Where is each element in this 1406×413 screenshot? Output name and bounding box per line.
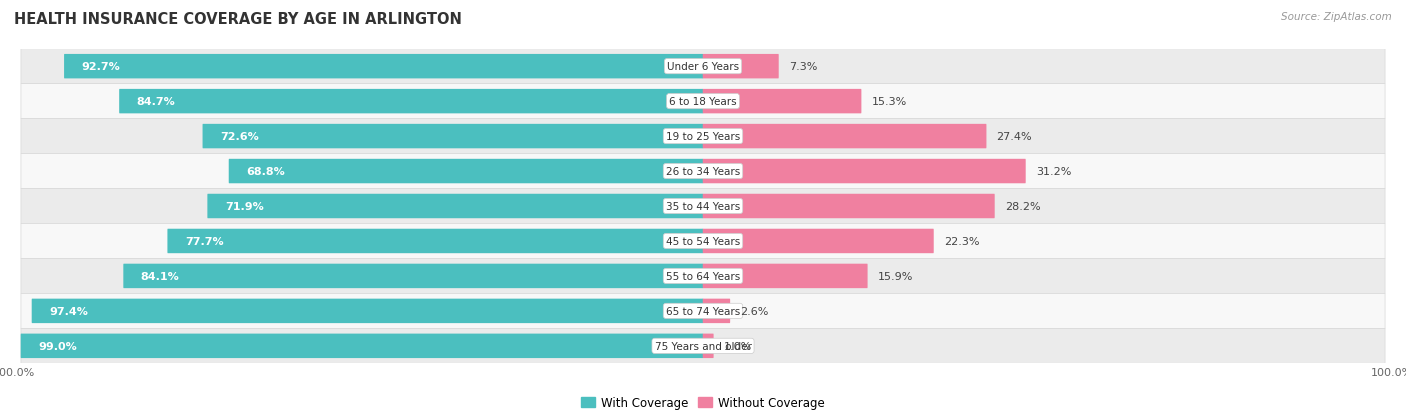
Text: 15.9%: 15.9% xyxy=(877,271,912,281)
Text: 84.1%: 84.1% xyxy=(141,271,180,281)
FancyBboxPatch shape xyxy=(65,55,703,79)
FancyBboxPatch shape xyxy=(703,264,868,288)
FancyBboxPatch shape xyxy=(703,159,1026,184)
Text: 84.7%: 84.7% xyxy=(136,97,176,107)
FancyBboxPatch shape xyxy=(21,329,1385,363)
Text: 75 Years and older: 75 Years and older xyxy=(655,341,751,351)
FancyBboxPatch shape xyxy=(703,90,862,114)
Text: 26 to 34 Years: 26 to 34 Years xyxy=(666,166,740,177)
Text: Source: ZipAtlas.com: Source: ZipAtlas.com xyxy=(1281,12,1392,22)
FancyBboxPatch shape xyxy=(703,299,730,323)
FancyBboxPatch shape xyxy=(167,229,703,254)
Text: 1.0%: 1.0% xyxy=(724,341,752,351)
Text: 45 to 54 Years: 45 to 54 Years xyxy=(666,236,740,247)
Text: 68.8%: 68.8% xyxy=(246,166,285,177)
FancyBboxPatch shape xyxy=(21,84,1385,119)
FancyBboxPatch shape xyxy=(703,194,994,219)
FancyBboxPatch shape xyxy=(703,334,714,358)
FancyBboxPatch shape xyxy=(21,50,1385,84)
Text: 72.6%: 72.6% xyxy=(221,132,259,142)
FancyBboxPatch shape xyxy=(32,299,703,323)
FancyBboxPatch shape xyxy=(21,294,1385,329)
FancyBboxPatch shape xyxy=(202,125,703,149)
FancyBboxPatch shape xyxy=(21,154,1385,189)
Text: 27.4%: 27.4% xyxy=(997,132,1032,142)
Text: 6 to 18 Years: 6 to 18 Years xyxy=(669,97,737,107)
FancyBboxPatch shape xyxy=(21,224,1385,259)
FancyBboxPatch shape xyxy=(124,264,703,288)
Text: 77.7%: 77.7% xyxy=(186,236,224,247)
Text: 65 to 74 Years: 65 to 74 Years xyxy=(666,306,740,316)
Text: 71.9%: 71.9% xyxy=(225,202,264,211)
Legend: With Coverage, Without Coverage: With Coverage, Without Coverage xyxy=(576,392,830,413)
FancyBboxPatch shape xyxy=(703,125,987,149)
Text: 19 to 25 Years: 19 to 25 Years xyxy=(666,132,740,142)
Text: 7.3%: 7.3% xyxy=(789,62,817,72)
FancyBboxPatch shape xyxy=(703,55,779,79)
Text: 55 to 64 Years: 55 to 64 Years xyxy=(666,271,740,281)
FancyBboxPatch shape xyxy=(21,119,1385,154)
FancyBboxPatch shape xyxy=(703,229,934,254)
FancyBboxPatch shape xyxy=(21,334,703,358)
Text: 92.7%: 92.7% xyxy=(82,62,121,72)
Text: 35 to 44 Years: 35 to 44 Years xyxy=(666,202,740,211)
FancyBboxPatch shape xyxy=(120,90,703,114)
FancyBboxPatch shape xyxy=(21,259,1385,294)
Text: HEALTH INSURANCE COVERAGE BY AGE IN ARLINGTON: HEALTH INSURANCE COVERAGE BY AGE IN ARLI… xyxy=(14,12,463,27)
Text: 2.6%: 2.6% xyxy=(740,306,769,316)
Text: Under 6 Years: Under 6 Years xyxy=(666,62,740,72)
Text: 99.0%: 99.0% xyxy=(38,341,77,351)
Text: 31.2%: 31.2% xyxy=(1036,166,1071,177)
FancyBboxPatch shape xyxy=(229,159,703,184)
Text: 22.3%: 22.3% xyxy=(943,236,980,247)
Text: 15.3%: 15.3% xyxy=(872,97,907,107)
Text: 97.4%: 97.4% xyxy=(49,306,89,316)
Text: 28.2%: 28.2% xyxy=(1005,202,1040,211)
FancyBboxPatch shape xyxy=(21,189,1385,224)
FancyBboxPatch shape xyxy=(207,194,703,219)
